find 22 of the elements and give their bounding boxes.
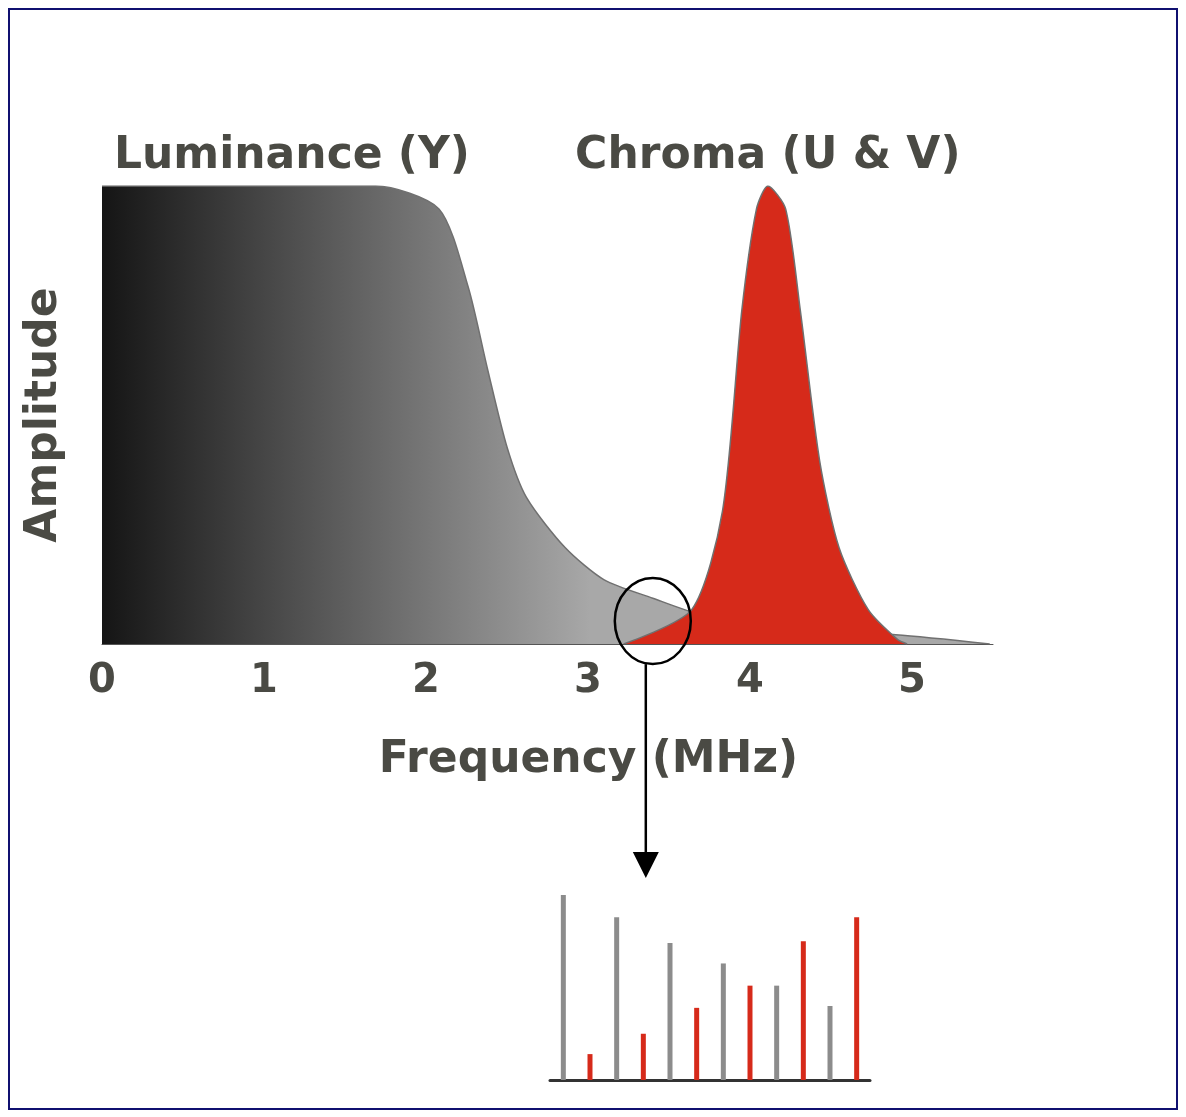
bar <box>827 1006 833 1080</box>
bar <box>774 985 780 1080</box>
x-tick-label: 3 <box>574 655 602 701</box>
x-tick-label: 2 <box>412 655 440 701</box>
bar <box>614 917 620 1080</box>
x-tick-label: 4 <box>736 655 764 701</box>
x-axis-title: Frequency (MHz) <box>378 730 799 782</box>
bar <box>587 1054 593 1080</box>
bar <box>800 941 806 1080</box>
bar <box>560 895 566 1080</box>
bar <box>854 917 860 1080</box>
x-tick-label: 0 <box>88 655 116 701</box>
y-axis-title: Amplitude <box>14 287 66 543</box>
bar <box>694 1007 700 1080</box>
series-label: Chroma (U & V) <box>575 126 961 178</box>
bar <box>667 943 673 1080</box>
bar <box>640 1033 646 1080</box>
x-tick-label: 1 <box>250 655 278 701</box>
bar <box>747 985 753 1080</box>
bar <box>720 963 726 1080</box>
x-tick-label: 5 <box>898 655 926 701</box>
series-label: Luminance (Y) <box>114 126 470 178</box>
